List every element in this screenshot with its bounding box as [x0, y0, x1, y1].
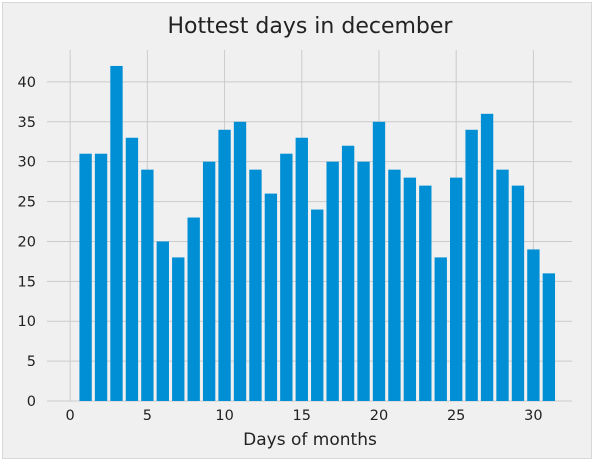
y-tick-label: 5 — [27, 354, 36, 370]
chart-title: Hottest days in december — [168, 14, 454, 39]
bar — [434, 257, 447, 401]
y-tick-label: 40 — [18, 75, 36, 91]
bar — [357, 161, 370, 401]
x-tick-label: 15 — [293, 408, 311, 424]
bar — [156, 241, 169, 401]
y-tick-label: 15 — [18, 274, 36, 290]
bar — [79, 153, 92, 401]
bar — [233, 121, 247, 401]
x-tick-label: 25 — [447, 408, 465, 424]
bar — [341, 145, 355, 401]
bar — [218, 129, 231, 402]
bar — [125, 137, 139, 401]
bar — [403, 177, 417, 401]
bar — [511, 185, 525, 401]
x-tick-label: 0 — [66, 408, 75, 424]
y-tick-label: 10 — [18, 314, 36, 330]
bar — [326, 161, 339, 401]
y-tick-label: 0 — [27, 394, 36, 410]
bar — [110, 65, 123, 402]
bar — [280, 153, 293, 401]
bar — [419, 185, 432, 401]
bar — [527, 249, 540, 401]
y-tick-labels: 0 5 10 15 20 25 30 35 40 — [18, 75, 36, 410]
bar — [311, 209, 324, 401]
bar — [480, 113, 494, 402]
x-tick-labels: 0 5 10 15 20 25 30 — [66, 408, 543, 424]
bar — [465, 129, 478, 402]
bar — [295, 137, 308, 401]
bar — [202, 161, 216, 401]
bar — [542, 273, 556, 401]
y-tick-label: 35 — [18, 115, 36, 131]
bar — [496, 169, 509, 401]
bar — [450, 177, 463, 401]
bar — [388, 169, 401, 401]
y-tick-label: 30 — [18, 155, 36, 171]
bar — [264, 193, 278, 401]
bar — [172, 257, 185, 401]
x-axis-label: Days of months — [243, 430, 377, 450]
x-tick-label: 20 — [370, 408, 388, 424]
bar — [187, 217, 200, 401]
x-tick-label: 10 — [215, 408, 233, 424]
bar — [249, 169, 262, 401]
y-tick-label: 20 — [18, 234, 36, 250]
bars — [79, 65, 556, 402]
bar — [372, 121, 386, 401]
bar — [94, 153, 108, 401]
bar — [141, 169, 154, 401]
x-tick-label: 30 — [524, 408, 542, 424]
y-tick-label: 25 — [18, 195, 36, 211]
x-tick-label: 5 — [143, 408, 152, 424]
